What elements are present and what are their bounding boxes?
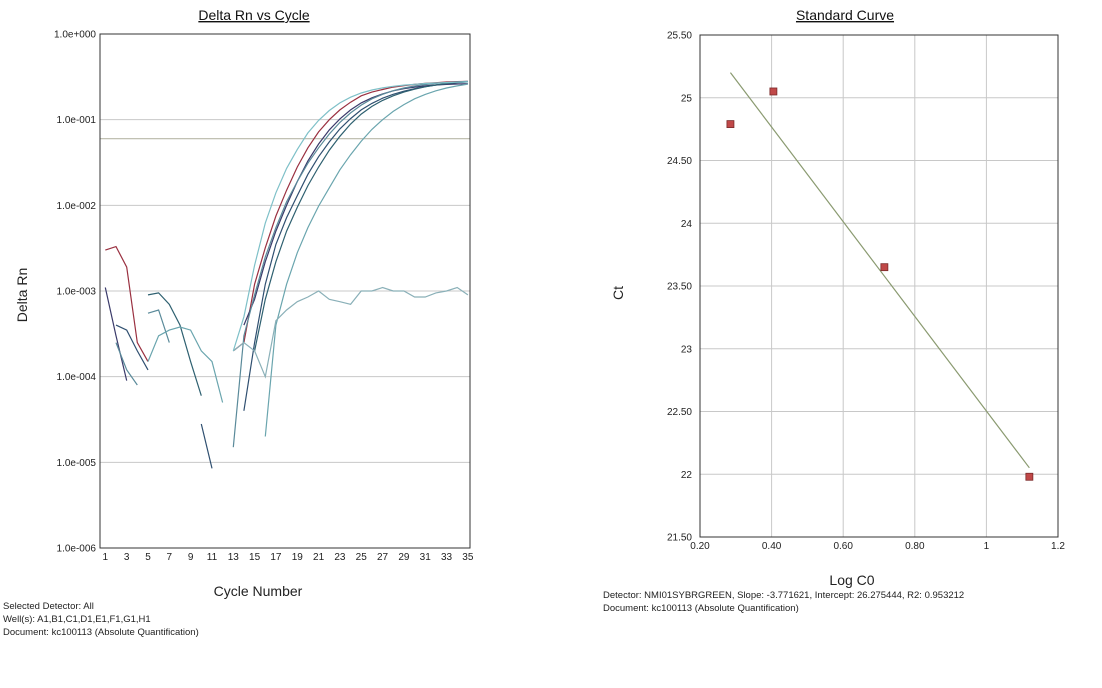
x-tick-label: 0.20 — [690, 541, 710, 552]
standard-points — [726, 87, 1034, 481]
y-tick-label: 1.0e+000 — [54, 30, 96, 41]
x-tick-label: 35 — [462, 552, 474, 563]
x-tick-label: 0.80 — [905, 541, 925, 552]
y-tick-label: 1.0e-004 — [57, 372, 97, 383]
x-tick-label: 1 — [984, 541, 990, 552]
info-line: Selected Detector: All — [3, 601, 94, 612]
amplification-series — [104, 80, 469, 469]
x-tick-label: 21 — [313, 552, 325, 563]
info-line: Document: kc100113 (Absolute Quantificat… — [3, 627, 199, 638]
x-tick-label: 23 — [334, 552, 346, 563]
y-tick-labels: 1.0e+000 1.0e-001 1.0e-002 1.0e-003 1.0e-004… — [54, 30, 96, 555]
y-tick-label: 24.50 — [667, 156, 692, 167]
y-tick-label: 22 — [681, 470, 693, 481]
x-tick-labels: 1 3 5 7 9 11 13 15 17 19 21 23 25 27 29 31 33 35 — [103, 552, 474, 563]
x-tick-label: 29 — [398, 552, 410, 563]
x-tick-label: 15 — [249, 552, 261, 563]
y-tick-label: 1.0e-006 — [57, 544, 97, 555]
amplification-curve — [232, 286, 469, 379]
x-tick-label: 0.40 — [762, 541, 782, 552]
x-tick-label: 31 — [420, 552, 432, 563]
amplification-curve — [105, 80, 468, 362]
y-tick-label: 1.0e-005 — [57, 458, 97, 469]
y-tick-labels: 25.50 25 24.50 24 23.50 23 22.50 22 21.50 — [667, 31, 692, 544]
x-tick-labels: 0.20 0.40 0.60 0.80 1 1.2 — [690, 541, 1065, 552]
y-axis-label: Ct — [610, 286, 626, 300]
amplification-curve — [115, 80, 468, 448]
right-grid — [700, 35, 1058, 537]
x-tick-label: 7 — [167, 552, 173, 563]
x-tick-label: 0.60 — [833, 541, 853, 552]
x-tick-label: 9 — [188, 552, 194, 563]
x-tick-label: 25 — [356, 552, 368, 563]
y-tick-label: 23 — [681, 344, 693, 355]
y-tick-label: 21.50 — [667, 533, 692, 544]
x-tick-label: 11 — [207, 552, 218, 563]
y-tick-label: 25.50 — [667, 31, 692, 42]
info-line: Detector: NMI01SYBRGREEN, Slope: -3.7716… — [603, 590, 965, 601]
chart-title: Delta Rn vs Cycle — [198, 7, 309, 23]
x-axis-label: Log C0 — [829, 572, 874, 588]
amplification-curve — [147, 81, 468, 396]
y-tick-label: 22.50 — [667, 407, 692, 418]
data-point-marker — [769, 87, 778, 96]
x-tick-label: 3 — [124, 552, 130, 563]
regression-line — [729, 72, 1030, 469]
info-line: Document: kc100113 (Absolute Quantificat… — [603, 603, 799, 614]
info-line: Well(s): A1,B1,C1,D1,E1,F1,G1,H1 — [3, 614, 151, 625]
y-tick-label: 23.50 — [667, 282, 692, 293]
x-tick-label: 1 — [103, 552, 109, 563]
data-point-marker — [1025, 472, 1034, 481]
left-info-block: Selected Detector: All Well(s): A1,B1,C1… — [3, 600, 199, 639]
y-tick-label: 1.0e-001 — [57, 115, 97, 126]
x-axis-label: Cycle Number — [214, 583, 303, 599]
x-tick-label: 33 — [441, 552, 453, 563]
standard-curve-chart: Standard Curve 25.50 25 24.50 24 23.50 23 22.5… — [610, 7, 1065, 588]
amplification-curve — [232, 81, 468, 352]
x-tick-label: 1.2 — [1051, 541, 1065, 552]
amplification-curve — [115, 81, 468, 469]
x-tick-label: 19 — [292, 552, 304, 563]
x-tick-label: 13 — [228, 552, 240, 563]
chart-title: Standard Curve — [796, 7, 894, 23]
y-tick-label: 25 — [681, 93, 693, 104]
y-tick-label: 24 — [681, 219, 693, 230]
data-point-marker — [726, 120, 735, 129]
amplification-curve — [147, 83, 468, 437]
x-tick-label: 5 — [145, 552, 151, 563]
right-info-block: Detector: NMI01SYBRGREEN, Slope: -3.7716… — [603, 589, 964, 615]
plot-frame — [99, 33, 471, 549]
data-point-marker — [880, 263, 889, 272]
plot-frame — [699, 34, 1059, 538]
x-tick-label: 27 — [377, 552, 389, 563]
amplification-chart: Delta Rn vs Cycle 1.0e+000 1.0e-001 1.0e-0… — [14, 7, 474, 599]
y-axis-label: Delta Rn — [14, 268, 30, 322]
x-tick-label: 17 — [270, 552, 282, 563]
y-tick-label: 1.0e-002 — [57, 201, 97, 212]
y-tick-label: 1.0e-003 — [57, 287, 97, 298]
